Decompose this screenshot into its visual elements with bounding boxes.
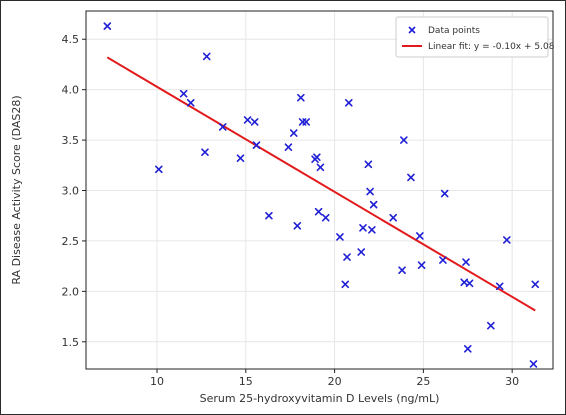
data-point — [265, 211, 273, 220]
axis-ticks: 10 15 20 25 30 1.5 2.0 2.5 3.0 3.5 4.0 4.5 — [62, 33, 520, 388]
data-point — [321, 213, 330, 222]
data-point — [359, 224, 367, 232]
data-point — [389, 213, 397, 222]
data-point — [400, 136, 408, 144]
x-tick-label: 10 — [150, 375, 164, 388]
legend-label-linear-fit: Linear fit: y = -0.10x + 5.08 — [428, 42, 555, 52]
legend-box — [395, 16, 549, 58]
y-tick-label: 1.5 — [62, 336, 80, 349]
data-point — [495, 282, 504, 291]
data-point — [364, 160, 373, 169]
data-point — [440, 189, 449, 198]
data-point — [302, 118, 310, 126]
data-point — [243, 116, 252, 124]
data-point — [236, 154, 245, 163]
data-points-layer — [103, 22, 540, 368]
y-tick-label: 2.0 — [62, 285, 80, 298]
grid-lines — [86, 11, 553, 369]
y-tick-label: 2.5 — [62, 235, 80, 248]
data-point — [103, 22, 112, 30]
data-point — [314, 207, 323, 216]
data-point — [463, 345, 472, 353]
x-axis-label: Serum 25-hydroxyvitamin D Levels (ng/mL) — [200, 392, 440, 405]
data-point — [462, 258, 470, 266]
data-point — [439, 256, 447, 264]
x-tick-label: 20 — [328, 375, 342, 388]
data-point — [218, 123, 227, 131]
data-point — [344, 98, 353, 107]
data-point — [531, 280, 540, 289]
data-point — [465, 279, 474, 288]
y-tick-label: 4.0 — [62, 84, 80, 97]
data-point — [250, 118, 259, 126]
data-point — [289, 129, 298, 137]
linear-fit-line — [106, 56, 536, 312]
x-tick-label: 15 — [239, 375, 253, 388]
data-point — [407, 173, 415, 182]
data-point — [487, 321, 495, 330]
legend: Data points Linear fit: y = -0.10x + 5.0… — [395, 16, 555, 58]
y-tick-label: 3.5 — [62, 134, 80, 147]
fit-line-layer — [106, 56, 536, 312]
y-axis-label: RA Disease Activity Score (DAS28) — [10, 95, 23, 284]
y-tick-label: 3.0 — [62, 185, 80, 198]
data-point — [155, 165, 163, 174]
data-point — [316, 163, 325, 172]
data-point — [202, 52, 211, 61]
data-point — [416, 232, 424, 240]
data-point — [366, 187, 374, 196]
data-point — [343, 253, 351, 261]
data-point — [529, 360, 538, 368]
data-point — [398, 266, 406, 274]
data-point — [503, 236, 511, 244]
y-tick-label: 4.5 — [62, 33, 80, 46]
data-point — [186, 98, 195, 107]
x-tick-label: 30 — [505, 375, 519, 388]
data-point — [201, 148, 209, 156]
data-point — [284, 143, 293, 151]
data-point — [297, 93, 305, 102]
legend-marker-data-points — [408, 26, 416, 34]
data-point — [368, 226, 376, 234]
data-point — [369, 200, 378, 209]
data-point — [417, 261, 426, 269]
x-tick-label: 25 — [416, 375, 430, 388]
data-point — [313, 153, 321, 162]
data-point — [252, 141, 261, 149]
plot-area — [85, 10, 554, 370]
data-point — [179, 89, 188, 98]
data-point — [357, 248, 366, 256]
legend-label-data-points: Data points — [428, 26, 480, 36]
data-point — [336, 233, 344, 241]
data-point — [293, 222, 302, 230]
data-point — [341, 280, 350, 289]
